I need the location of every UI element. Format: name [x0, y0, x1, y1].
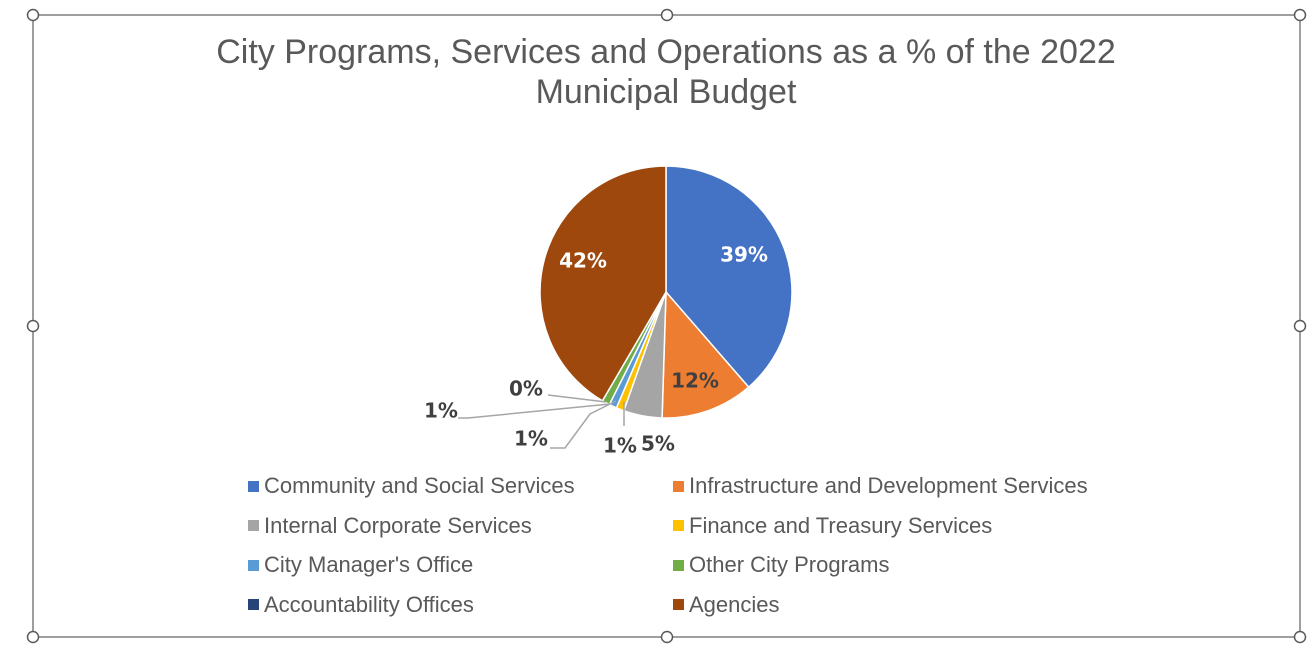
legend-item-city-manager-s-office[interactable]: City Manager's Office [248, 550, 473, 580]
data-label-community-and-social-services[interactable]: 39% [720, 243, 768, 267]
legend-item-internal-corporate-services[interactable]: Internal Corporate Services [248, 511, 532, 541]
data-label-internal-corporate-services[interactable]: 5% [641, 432, 675, 456]
legend-swatch-finance-and-treasury-services [673, 520, 684, 531]
legend-item-finance-and-treasury-services[interactable]: Finance and Treasury Services [673, 511, 992, 541]
resize-handle-right[interactable] [1293, 319, 1307, 333]
data-label-infrastructure-and-development-services[interactable]: 12% [671, 369, 719, 393]
chart-title[interactable]: City Programs, Services and Operations a… [66, 32, 1266, 112]
data-label-accountability-offices[interactable]: 0% [509, 377, 543, 401]
leader-line-other-city-programs [458, 403, 611, 419]
legend-label-finance-and-treasury-services: Finance and Treasury Services [689, 512, 993, 538]
leader-line-city-manager-s-office [550, 400, 617, 449]
legend-swatch-city-manager-s-office [248, 559, 259, 571]
legend-item-community-and-social-services[interactable]: Community and Social Services [248, 471, 575, 501]
resize-handle-top-right[interactable] [1293, 8, 1307, 22]
legend-item-accountability-offices[interactable]: Accountability Offices [248, 590, 474, 620]
legend-swatch-agencies [673, 599, 684, 610]
legend-item-other-city-programs[interactable]: Other City Programs [673, 550, 890, 580]
legend-label-agencies: Agencies [689, 591, 780, 617]
data-label-agencies[interactable]: 42% [559, 249, 607, 273]
chart-title-line-1: City Programs, Services and Operations a… [216, 33, 1116, 71]
data-label-other-city-programs[interactable]: 1% [424, 399, 458, 423]
legend-label-community-and-social-services: Community and Social Services [264, 473, 575, 498]
resize-handle-bottom-left[interactable] [26, 630, 40, 644]
legend-item-infrastructure-and-development-services[interactable]: Infrastructure and Development Services [673, 471, 1088, 501]
legend-label-city-manager-s-office: City Manager's Office [264, 552, 474, 577]
resize-handle-top-left[interactable] [26, 8, 40, 22]
pie-slice-community-and-social-services[interactable] [665, 165, 793, 389]
chart-title-line-2: Municipal Budget [535, 73, 797, 111]
legend-swatch-internal-corporate-services [248, 520, 259, 531]
legend-swatch-infrastructure-and-development-services [673, 480, 684, 492]
resize-handle-left[interactable] [26, 319, 40, 333]
legend-label-infrastructure-and-development-services: Infrastructure and Development Services [689, 473, 1088, 498]
leader-line-accountability-offices [547, 394, 607, 403]
pie-slice-infrastructure-and-development-services[interactable] [661, 290, 750, 419]
legend-swatch-accountability-offices [248, 599, 259, 610]
legend-swatch-other-city-programs [673, 559, 684, 571]
legend-swatch-community-and-social-services [248, 480, 259, 492]
legend-label-accountability-offices: Accountability Offices [264, 591, 474, 617]
legend-label-internal-corporate-services: Internal Corporate Services [264, 512, 532, 538]
pie-slice-agencies[interactable] [539, 165, 667, 402]
data-label-finance-and-treasury-services[interactable]: 1% [603, 434, 637, 458]
resize-handle-top[interactable] [660, 8, 674, 22]
resize-handle-bottom[interactable] [660, 630, 674, 644]
legend-label-other-city-programs: Other City Programs [689, 552, 890, 577]
legend-item-agencies[interactable]: Agencies [673, 590, 780, 620]
resize-handle-bottom-right[interactable] [1293, 630, 1307, 644]
data-label-city-manager-s-office[interactable]: 1% [514, 427, 548, 451]
